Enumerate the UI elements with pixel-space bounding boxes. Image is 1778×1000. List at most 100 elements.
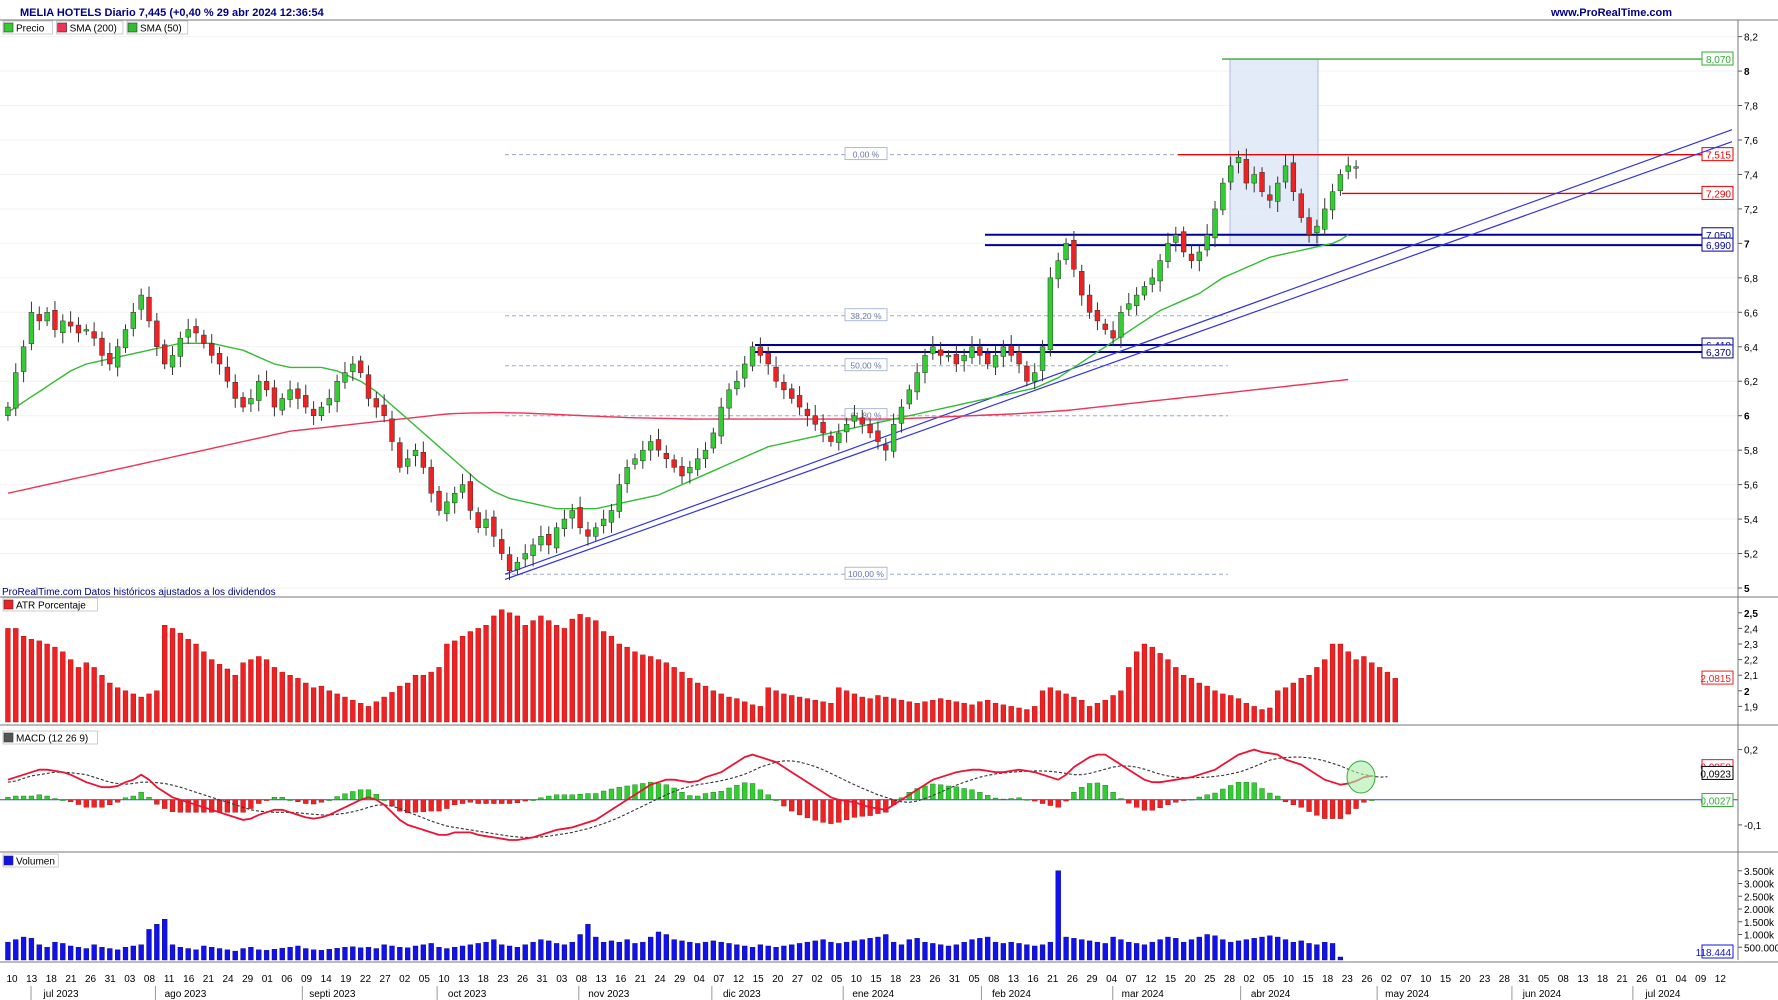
- candle-body[interactable]: [553, 527, 560, 549]
- candle-body[interactable]: [992, 355, 999, 368]
- candle-body[interactable]: [702, 449, 709, 460]
- candle-body[interactable]: [593, 527, 599, 537]
- candle-body[interactable]: [1337, 174, 1344, 191]
- candle-body[interactable]: [1196, 251, 1202, 261]
- site-link[interactable]: www.ProRealTime.com: [1550, 7, 1672, 19]
- candle-body[interactable]: [906, 389, 912, 405]
- candle-body[interactable]: [310, 408, 317, 416]
- candle-body[interactable]: [373, 398, 379, 408]
- candle-body[interactable]: [514, 561, 521, 570]
- candle-body[interactable]: [1102, 323, 1108, 330]
- candle-body[interactable]: [381, 404, 387, 416]
- candle-body[interactable]: [851, 415, 858, 422]
- candle-body[interactable]: [585, 529, 591, 537]
- candle-body[interactable]: [491, 516, 497, 537]
- candle-body[interactable]: [1133, 294, 1140, 307]
- candle-body[interactable]: [726, 389, 732, 409]
- candle-body[interactable]: [326, 398, 332, 406]
- candle-body[interactable]: [428, 467, 434, 494]
- candle-body[interactable]: [397, 442, 403, 468]
- candle-body[interactable]: [663, 453, 670, 460]
- candle-body[interactable]: [600, 518, 607, 526]
- candle-body[interactable]: [765, 353, 771, 365]
- candle-body[interactable]: [1314, 225, 1320, 233]
- candle-body[interactable]: [467, 481, 474, 511]
- candle-body[interactable]: [742, 363, 748, 379]
- candle-body[interactable]: [718, 406, 724, 437]
- candle-body[interactable]: [1298, 193, 1304, 218]
- candle-body[interactable]: [248, 398, 254, 405]
- candle-body[interactable]: [694, 458, 701, 470]
- candle-body[interactable]: [420, 451, 427, 468]
- candle-body[interactable]: [240, 397, 246, 408]
- candle-body[interactable]: [271, 387, 278, 408]
- candle-body[interactable]: [224, 366, 231, 382]
- candle-body[interactable]: [318, 406, 325, 416]
- candle-body[interactable]: [350, 363, 356, 372]
- candle-body[interactable]: [52, 309, 58, 330]
- candle-body[interactable]: [1345, 165, 1351, 172]
- candle-body[interactable]: [287, 389, 293, 400]
- candle-body[interactable]: [883, 444, 889, 451]
- candle-body[interactable]: [538, 536, 544, 546]
- candle-body[interactable]: [1290, 162, 1297, 192]
- candle-body[interactable]: [1220, 182, 1226, 211]
- candle-body[interactable]: [1243, 159, 1250, 184]
- candle-body[interactable]: [546, 533, 552, 546]
- candle-body[interactable]: [937, 349, 944, 356]
- candle-body[interactable]: [28, 312, 35, 344]
- candle-body[interactable]: [13, 372, 19, 409]
- candle-body[interactable]: [1110, 330, 1116, 339]
- candle-body[interactable]: [985, 353, 991, 365]
- candle-body[interactable]: [44, 312, 50, 322]
- candle-body[interactable]: [1227, 165, 1234, 183]
- candle-body[interactable]: [1086, 294, 1093, 313]
- candle-body[interactable]: [107, 353, 113, 365]
- atr-panel[interactable]: 1,9 2 2,1 2,2 2,3 2,4 2,5 2,0815 ATR Porcentaje: [2, 597, 1758, 723]
- candle-body[interactable]: [357, 360, 364, 373]
- candle-body[interactable]: [828, 435, 834, 442]
- candle-body[interactable]: [1094, 309, 1101, 322]
- candle-body[interactable]: [922, 355, 928, 373]
- candle-body[interactable]: [193, 326, 199, 334]
- candle-body[interactable]: [836, 432, 842, 443]
- candle-body[interactable]: [1032, 372, 1038, 382]
- candle-body[interactable]: [749, 346, 756, 367]
- candle-body[interactable]: [773, 366, 779, 382]
- candle-body[interactable]: [671, 459, 677, 468]
- candle-body[interactable]: [279, 398, 285, 411]
- candle-body[interactable]: [1322, 208, 1328, 230]
- candle-body[interactable]: [99, 337, 105, 356]
- candle-body[interactable]: [1118, 312, 1124, 338]
- candle-body[interactable]: [796, 395, 803, 408]
- candle-body[interactable]: [60, 320, 66, 333]
- candle-body[interactable]: [146, 296, 152, 322]
- candle-body[interactable]: [679, 466, 685, 477]
- candle-body[interactable]: [1173, 234, 1179, 243]
- candle-body[interactable]: [569, 510, 575, 519]
- candle-body[interactable]: [530, 544, 536, 556]
- candle-body[interactable]: [1063, 243, 1069, 260]
- candle-body[interactable]: [890, 424, 897, 452]
- candle-body[interactable]: [263, 380, 270, 391]
- candle-body[interactable]: [232, 382, 238, 399]
- candle-body[interactable]: [499, 539, 505, 554]
- candle-body[interactable]: [216, 353, 223, 365]
- candle-body[interactable]: [1282, 165, 1289, 183]
- candle-body[interactable]: [1149, 277, 1155, 285]
- candle-body[interactable]: [1188, 253, 1195, 261]
- candle-body[interactable]: [1071, 240, 1077, 270]
- candle-body[interactable]: [757, 346, 764, 356]
- candle-body[interactable]: [334, 380, 340, 402]
- candle-body[interactable]: [20, 346, 27, 372]
- candle-body[interactable]: [522, 553, 528, 560]
- candle-body[interactable]: [977, 346, 983, 356]
- candle-body[interactable]: [209, 343, 215, 356]
- candle-body[interactable]: [256, 380, 262, 401]
- candle-body[interactable]: [475, 512, 481, 528]
- candle-body[interactable]: [710, 432, 717, 449]
- candle-body[interactable]: [1212, 208, 1218, 239]
- candle-body[interactable]: [1055, 260, 1061, 280]
- candle-body[interactable]: [624, 467, 630, 484]
